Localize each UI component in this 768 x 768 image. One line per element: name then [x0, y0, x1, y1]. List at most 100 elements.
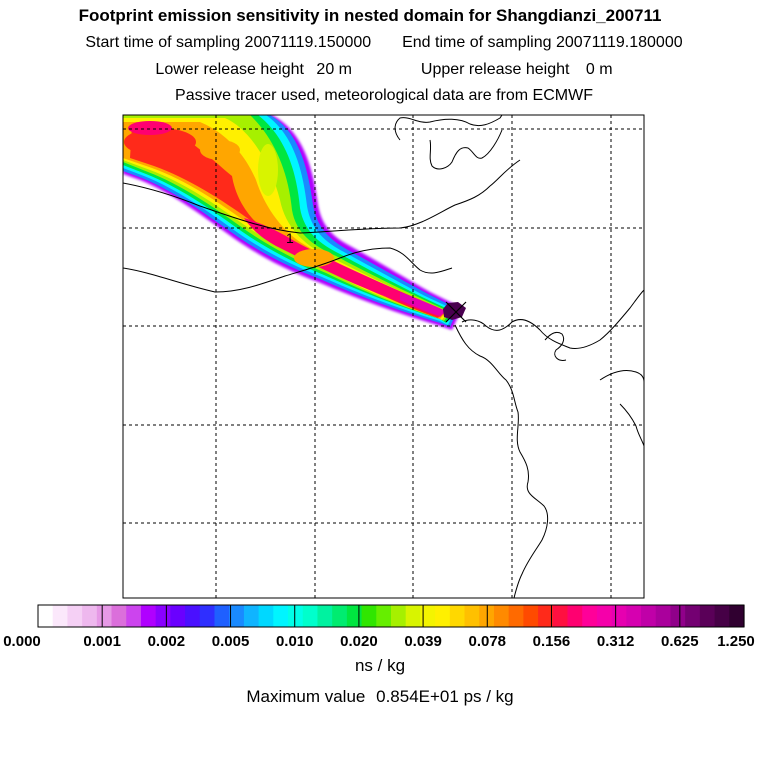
colorbar-cell	[214, 605, 230, 627]
colorbar-frame	[37, 604, 745, 628]
plume-band-red	[130, 126, 444, 318]
receptor-cross-b	[445, 301, 467, 323]
colorbar-cell	[302, 605, 319, 627]
plume-blob-yellow-1	[258, 144, 278, 196]
plume-layer	[123, 115, 466, 330]
colorbar-cell	[258, 605, 274, 627]
border-line-1	[123, 159, 521, 234]
colorbar-cell	[361, 605, 377, 627]
upper-height-value: 0 m	[585, 61, 613, 78]
colorbar-cell	[552, 605, 569, 627]
colorbar-cell	[243, 605, 260, 627]
maximum-value: Maximum value 0.854E+01 ps / kg	[0, 687, 764, 707]
colorbar-cell	[685, 605, 701, 627]
colorbar-cell	[567, 605, 583, 627]
colorbar-tick-label: 0.156	[533, 633, 571, 650]
colorbar-cell	[111, 605, 127, 627]
colorbar-cell	[155, 605, 171, 627]
plume-band-magenta	[400, 292, 446, 316]
plume-band-pink	[244, 218, 446, 317]
colorbar-ticks: 0.000 0.001 0.002 0.005 0.010 0.020 0.039 0.078…	[3, 633, 755, 650]
maximum-value-number: 0.854E+01	[376, 687, 459, 706]
colorbar-cell	[391, 605, 407, 627]
colorbar-dividers	[101, 605, 681, 627]
colorbar-cell	[420, 605, 436, 627]
colorbar-cell	[67, 605, 83, 627]
end-time-value: 20071119.180000	[555, 34, 683, 51]
lower-height-value: 20 m	[316, 61, 352, 78]
border-line-3	[123, 247, 453, 293]
colorbar-cell	[170, 605, 186, 627]
colorbar-cells	[38, 605, 745, 627]
colorbar-cell	[626, 605, 642, 627]
colorbar-tick-label: 0.078	[468, 633, 506, 650]
plume-blob-pink-1	[128, 121, 172, 135]
maximum-value-unit: ps / kg	[463, 687, 514, 706]
colorbar-cell	[596, 605, 613, 627]
colorbar-cell	[714, 605, 730, 627]
tracer-note: Passive tracer used, meteorological data…	[175, 87, 593, 104]
colorbar-cell	[611, 605, 627, 627]
colorbar-cell	[376, 605, 392, 627]
coast-line-3	[461, 289, 644, 349]
colorbar-tick-label: 1.250	[717, 633, 755, 650]
colorbar-cell	[126, 605, 142, 627]
colorbar-cell	[405, 605, 422, 627]
colorbar-cell	[96, 605, 113, 627]
station-label: 1	[286, 230, 294, 246]
colorbar-cell	[655, 605, 672, 627]
colorbar-cell	[185, 605, 201, 627]
colorbar-cell	[523, 605, 539, 627]
colorbar-cell	[464, 605, 480, 627]
colorbar-cell	[582, 605, 598, 627]
colorbar-tick-label: 0.010	[276, 633, 314, 650]
colorbar-cell	[538, 605, 554, 627]
end-time-label: End time of sampling	[402, 34, 552, 51]
colorbar-cell	[288, 605, 304, 627]
colorbar-tick-label: 0.625	[661, 633, 699, 650]
colorbar-tick-label: 0.000	[3, 633, 41, 650]
colorbar-cell	[435, 605, 451, 627]
receptor-marker	[445, 301, 467, 323]
plume-blob-orange-2	[294, 249, 334, 267]
colorbar-cell	[493, 605, 510, 627]
map-frame	[122, 114, 645, 599]
colorbar-cell	[229, 605, 245, 627]
plume-blob-orange-1	[200, 140, 240, 160]
coastlines	[123, 115, 644, 598]
colorbar-tick-label: 0.039	[404, 633, 442, 650]
graticule	[123, 115, 644, 598]
colorbar-cell	[670, 605, 686, 627]
start-time-label: Start time of sampling	[85, 34, 241, 51]
chart-title: Footprint emission sensitivity in nested…	[78, 6, 662, 25]
colorbar-cell	[449, 605, 466, 627]
colorbar-tick-label: 0.005	[212, 633, 250, 650]
colorbar-tick-label: 0.002	[148, 633, 186, 650]
border-line-2	[394, 115, 503, 141]
colorbar-tick-label: 0.020	[340, 633, 378, 650]
colorbar-cell	[508, 605, 524, 627]
colorbar-cell	[38, 605, 54, 627]
upper-height-label: Upper release height	[420, 61, 570, 78]
colorbar-cell	[699, 605, 716, 627]
colorbar-cell	[332, 605, 348, 627]
colorbar-cell	[140, 605, 157, 627]
colorbar-cell	[52, 605, 69, 627]
colorbar-tick-label: 0.312	[597, 633, 635, 650]
colorbar-cell	[273, 605, 289, 627]
release-heights: Lower release height 20 m Upper release …	[0, 61, 768, 79]
colorbar-cell	[317, 605, 333, 627]
colorbar-cell	[641, 605, 657, 627]
lower-height-label: Lower release height	[155, 61, 304, 78]
maximum-value-label: Maximum value	[246, 687, 366, 706]
colorbar-tick-label: 0.001	[83, 633, 121, 650]
plume-blob-red-1	[124, 128, 196, 156]
coast-line-6	[619, 403, 644, 447]
coast-line-4	[544, 331, 567, 361]
colorbar-cell	[199, 605, 216, 627]
coast-line-2	[454, 324, 549, 598]
colorbar-units: ns / kg	[354, 656, 406, 675]
coast-line-1	[429, 129, 503, 170]
